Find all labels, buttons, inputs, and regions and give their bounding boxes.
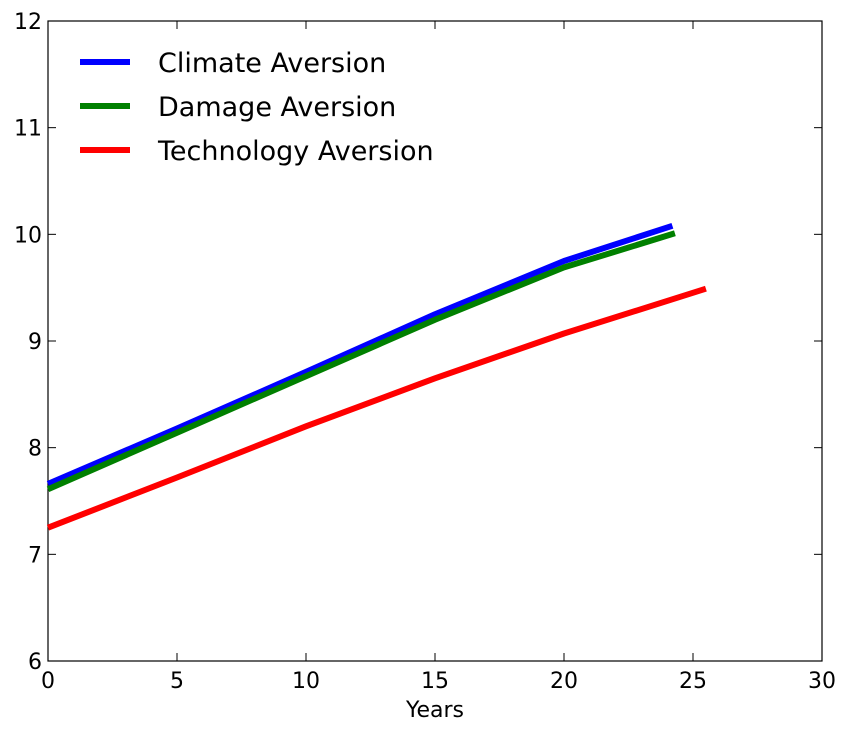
y-tick-label: 7 [28,543,42,568]
series-line-damage-aversion [46,230,676,493]
x-tick-label: 15 [421,669,449,694]
y-tick-label: 8 [28,437,42,462]
x-tick-label: 5 [170,669,184,694]
y-tick-label: 10 [14,223,42,248]
x-tick-label: 10 [292,669,320,694]
legend: Climate Aversion Damage Aversion Technolog… [80,48,434,167]
y-tick-label: 9 [28,330,42,355]
series-line-technology-aversion [46,285,707,531]
x-axis-label: Years [405,698,464,723]
tick-labels: 0 5 10 15 20 25 30 6 7 8 9 10 11 12 [14,10,836,694]
x-tick-label: 0 [41,669,55,694]
y-tick-label: 12 [14,10,42,35]
x-tick-label: 20 [550,669,578,694]
x-tick-label: 25 [679,669,707,694]
y-tick-label: 11 [14,117,42,142]
series-line-climate-aversion [46,222,674,487]
x-tick-label: 30 [808,669,836,694]
y-tick-label: 6 [28,650,42,675]
legend-label-damage-aversion: Damage Aversion [158,92,396,123]
series-layer [46,222,707,531]
axis-ticks [47,20,823,662]
legend-label-technology-aversion: Technology Aversion [157,136,434,167]
legend-label-climate-aversion: Climate Aversion [158,48,386,79]
